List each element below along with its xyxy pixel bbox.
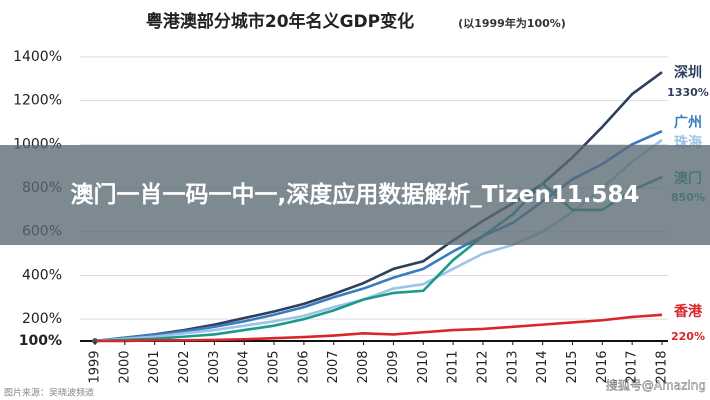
series-label: 广州 xyxy=(674,114,702,131)
y-tick-label: 400% xyxy=(22,267,62,283)
x-tick-label: 2004 xyxy=(237,350,252,383)
x-tick-label: 2001 xyxy=(147,350,162,383)
y-tick-label: 1200% xyxy=(13,93,62,109)
watermark: 搜狐号@Amazing xyxy=(606,378,706,393)
x-tick-label: 2011 xyxy=(446,350,461,383)
x-tick-label: 2008 xyxy=(356,350,371,383)
x-tick-label: 2013 xyxy=(505,350,520,383)
value-label: 220% xyxy=(671,330,705,343)
chart-subtitle: (以1999年为100%) xyxy=(458,16,566,30)
series-label: 深圳 xyxy=(674,64,702,81)
x-tick-label: 2003 xyxy=(207,350,222,383)
watermark: 图片来源：吴晓波频道 xyxy=(4,387,94,399)
x-tick-label: 2016 xyxy=(595,350,610,383)
x-tick-label: 2007 xyxy=(326,350,341,383)
x-tick-label: 2005 xyxy=(267,350,282,383)
chart-title: 粤港澳部分城市20年名义GDP变化 xyxy=(146,11,414,32)
x-tick-label: 2012 xyxy=(475,350,490,383)
series-label: 香港 xyxy=(673,303,703,320)
x-tick-label: 2017 xyxy=(625,350,640,383)
y-tick-label: 1400% xyxy=(13,49,62,65)
x-tick-label: 2014 xyxy=(535,350,550,383)
x-tick-label: 2010 xyxy=(416,350,431,383)
overlay-text: 澳门一肖一码一中一,深度应用数据解析_Tizen11.584 xyxy=(70,182,640,208)
x-tick-label: 2002 xyxy=(177,350,192,383)
x-tick-label: 2006 xyxy=(296,350,311,383)
x-tick-label: 2009 xyxy=(386,350,401,383)
overlay-banner: 澳门一肖一码一中一,深度应用数据解析_Tizen11.584 xyxy=(0,145,710,245)
series-line xyxy=(95,313,663,343)
x-tick-label: 1999 xyxy=(88,350,103,383)
value-label: 1330% xyxy=(667,86,709,99)
y-tick-label: 100% xyxy=(19,333,62,349)
x-tick-label: 2015 xyxy=(565,350,580,383)
x-tick-label: 2018 xyxy=(655,350,670,383)
y-tick-label: 200% xyxy=(22,311,62,327)
x-tick-label: 2000 xyxy=(117,350,132,383)
